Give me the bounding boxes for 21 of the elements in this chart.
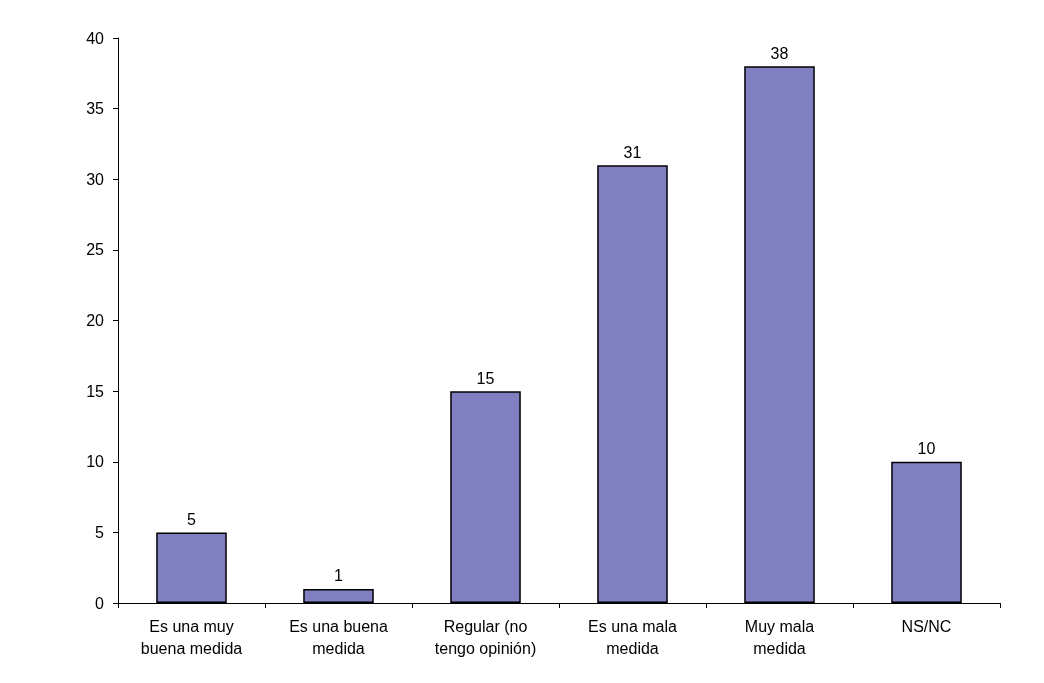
y-tick-label: 30 [86, 170, 105, 188]
y-tick-label: 40 [86, 29, 105, 47]
x-tick-label: Regular (no tengo opinión) [434, 617, 537, 657]
y-tick-label: 10 [86, 453, 105, 471]
data-label: 38 [770, 44, 789, 62]
data-label: 31 [623, 143, 642, 161]
data-label: 5 [187, 510, 197, 528]
x-tick-label: NS/NC [901, 617, 952, 635]
data-label: 1 [334, 567, 344, 585]
y-tick-label: 35 [86, 100, 105, 118]
y-tick-label: 25 [86, 241, 105, 259]
x-tick-label: Es una buena medida [289, 617, 388, 657]
x-tick-label: Es una mala medida [588, 617, 678, 657]
x-tick-label: Muy mala medida [744, 617, 815, 657]
x-tick-label: Es una muy buena medida [140, 617, 243, 657]
y-tick-label: 20 [86, 312, 105, 329]
y-tick-label: 0 [95, 594, 105, 612]
y-tick-label: 15 [86, 382, 105, 400]
data-label: 15 [476, 369, 495, 387]
y-tick-label: 5 [95, 523, 105, 541]
data-label: 10 [917, 440, 936, 458]
